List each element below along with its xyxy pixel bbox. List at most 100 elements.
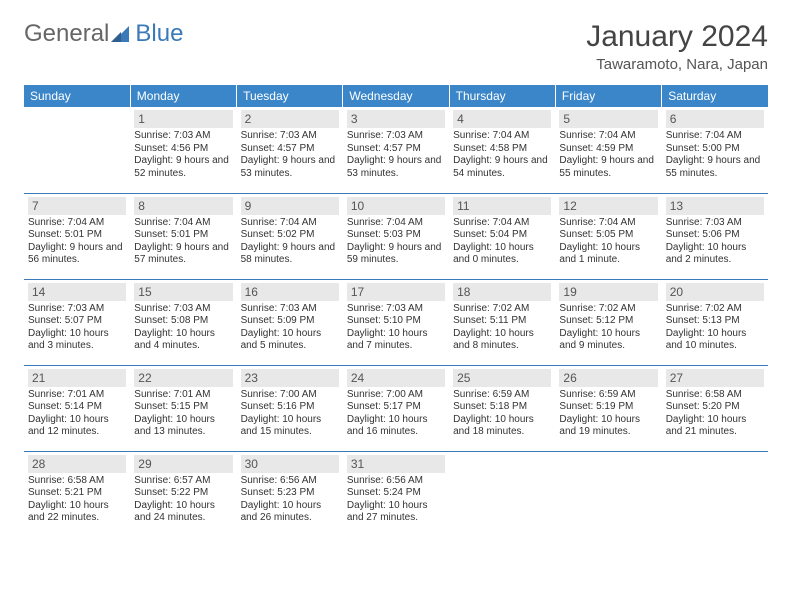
calendar-cell: 25Sunrise: 6:59 AMSunset: 5:18 PMDayligh… <box>449 365 555 451</box>
sunset-text: Sunset: 5:01 PM <box>28 229 126 242</box>
sunrise-text: Sunrise: 7:03 AM <box>347 303 445 316</box>
day-details: Sunrise: 7:03 AMSunset: 5:09 PMDaylight:… <box>241 303 339 353</box>
daylight-text: Daylight: 10 hours and 10 minutes. <box>666 328 764 353</box>
calendar-cell: 18Sunrise: 7:02 AMSunset: 5:11 PMDayligh… <box>449 279 555 365</box>
sunrise-text: Sunrise: 6:56 AM <box>347 475 445 488</box>
sunrise-text: Sunrise: 7:04 AM <box>134 217 232 230</box>
calendar-cell: 8Sunrise: 7:04 AMSunset: 5:01 PMDaylight… <box>130 193 236 279</box>
day-number: 28 <box>28 455 126 473</box>
sunset-text: Sunset: 5:10 PM <box>347 315 445 328</box>
sunset-text: Sunset: 5:15 PM <box>134 401 232 414</box>
sunset-text: Sunset: 5:00 PM <box>666 143 764 156</box>
sunrise-text: Sunrise: 7:03 AM <box>666 217 764 230</box>
day-details: Sunrise: 7:04 AMSunset: 5:01 PMDaylight:… <box>134 217 232 267</box>
sunset-text: Sunset: 5:09 PM <box>241 315 339 328</box>
sunrise-text: Sunrise: 7:04 AM <box>453 217 551 230</box>
sunrise-text: Sunrise: 7:03 AM <box>241 303 339 316</box>
calendar-cell: 9Sunrise: 7:04 AMSunset: 5:02 PMDaylight… <box>237 193 343 279</box>
daylight-text: Daylight: 10 hours and 1 minute. <box>559 242 657 267</box>
daylight-text: Daylight: 10 hours and 4 minutes. <box>134 328 232 353</box>
day-header: Sunday <box>24 85 130 107</box>
day-header-row: Sunday Monday Tuesday Wednesday Thursday… <box>24 85 768 107</box>
daylight-text: Daylight: 10 hours and 24 minutes. <box>134 500 232 525</box>
sunset-text: Sunset: 5:21 PM <box>28 487 126 500</box>
calendar-cell <box>449 451 555 537</box>
day-number: 16 <box>241 283 339 301</box>
sunset-text: Sunset: 5:17 PM <box>347 401 445 414</box>
daylight-text: Daylight: 10 hours and 21 minutes. <box>666 414 764 439</box>
sunrise-text: Sunrise: 7:03 AM <box>241 130 339 143</box>
day-number: 13 <box>666 197 764 215</box>
calendar-cell: 7 Sunrise: 7:04 AMSunset: 5:01 PMDaylight… <box>24 193 130 279</box>
day-details: Sunrise: 7:04 AMSunset: 5:01 PMDaylight:… <box>28 217 126 267</box>
day-number: 5 <box>559 110 657 128</box>
day-number: 29 <box>134 455 232 473</box>
calendar-cell: 31 Sunrise: 6:56 AMSunset: 5:24 PMDayligh… <box>343 451 449 537</box>
sunset-text: Sunset: 4:59 PM <box>559 143 657 156</box>
daylight-text: Daylight: 10 hours and 16 minutes. <box>347 414 445 439</box>
logo-text-1: General <box>24 20 109 48</box>
day-details: Sunrise: 7:03 AMSunset: 5:07 PMDaylight:… <box>28 303 126 353</box>
calendar-week-row: 28 Sunrise: 6:58 AMSunset: 5:21 PMDayligh… <box>24 451 768 537</box>
calendar-cell: 20Sunrise: 7:02 AMSunset: 5:13 PMDayligh… <box>662 279 768 365</box>
calendar-cell <box>555 451 661 537</box>
daylight-text: Daylight: 10 hours and 5 minutes. <box>241 328 339 353</box>
calendar-cell: 11Sunrise: 7:04 AMSunset: 5:04 PMDayligh… <box>449 193 555 279</box>
daylight-text: Daylight: 9 hours and 55 minutes. <box>666 155 764 180</box>
calendar-cell: 6Sunrise: 7:04 AMSunset: 5:00 PMDaylight… <box>662 107 768 193</box>
sunrise-text: Sunrise: 7:02 AM <box>453 303 551 316</box>
calendar-cell: 14Sunrise: 7:03 AMSunset: 5:07 PMDayligh… <box>24 279 130 365</box>
day-details: Sunrise: 7:04 AMSunset: 5:00 PMDaylight:… <box>666 130 764 180</box>
daylight-text: Daylight: 10 hours and 26 minutes. <box>241 500 339 525</box>
day-header: Wednesday <box>343 85 449 107</box>
day-details: Sunrise: 7:04 AMSunset: 4:59 PMDaylight:… <box>559 130 657 180</box>
day-number: 23 <box>241 369 339 387</box>
sunset-text: Sunset: 5:24 PM <box>347 487 445 500</box>
calendar-cell: 13Sunrise: 7:03 AMSunset: 5:06 PMDayligh… <box>662 193 768 279</box>
day-number: 18 <box>453 283 551 301</box>
calendar-cell: 10Sunrise: 7:04 AMSunset: 5:03 PMDayligh… <box>343 193 449 279</box>
day-number: 7 <box>28 197 126 215</box>
location-text: Tawaramoto, Nara, Japan <box>586 56 768 73</box>
daylight-text: Daylight: 9 hours and 53 minutes. <box>241 155 339 180</box>
calendar-cell: 22 Sunrise: 7:01 AMSunset: 5:15 PMDayligh… <box>130 365 236 451</box>
daylight-text: Daylight: 9 hours and 57 minutes. <box>134 242 232 267</box>
sunset-text: Sunset: 5:14 PM <box>28 401 126 414</box>
day-number: 1 <box>134 110 232 128</box>
calendar-cell: 23 Sunrise: 7:00 AMSunset: 5:16 PMDayligh… <box>237 365 343 451</box>
sunset-text: Sunset: 4:57 PM <box>347 143 445 156</box>
day-header: Tuesday <box>237 85 343 107</box>
daylight-text: Daylight: 10 hours and 12 minutes. <box>28 414 126 439</box>
day-details: Sunrise: 7:03 AMSunset: 4:56 PMDaylight:… <box>134 130 232 180</box>
calendar-cell: 21Sunrise: 7:01 AMSunset: 5:14 PMDayligh… <box>24 365 130 451</box>
sunset-text: Sunset: 5:20 PM <box>666 401 764 414</box>
calendar-cell: 26Sunrise: 6:59 AMSunset: 5:19 PMDayligh… <box>555 365 661 451</box>
day-details: Sunrise: 7:01 AMSunset: 5:15 PMDaylight:… <box>134 389 232 439</box>
daylight-text: Daylight: 10 hours and 13 minutes. <box>134 414 232 439</box>
sunset-text: Sunset: 5:05 PM <box>559 229 657 242</box>
day-number: 31 <box>347 455 445 473</box>
sunrise-text: Sunrise: 7:02 AM <box>559 303 657 316</box>
day-number: 19 <box>559 283 657 301</box>
day-details: Sunrise: 7:02 AMSunset: 5:12 PMDaylight:… <box>559 303 657 353</box>
day-number: 20 <box>666 283 764 301</box>
day-details: Sunrise: 7:00 AMSunset: 5:16 PMDaylight:… <box>241 389 339 439</box>
day-header: Friday <box>555 85 661 107</box>
daylight-text: Daylight: 10 hours and 7 minutes. <box>347 328 445 353</box>
sunrise-text: Sunrise: 6:59 AM <box>453 389 551 402</box>
calendar-cell: 30Sunrise: 6:56 AMSunset: 5:23 PMDayligh… <box>237 451 343 537</box>
daylight-text: Daylight: 9 hours and 52 minutes. <box>134 155 232 180</box>
day-details: Sunrise: 6:58 AMSunset: 5:21 PMDaylight:… <box>28 475 126 525</box>
day-header: Saturday <box>662 85 768 107</box>
calendar-cell: 24Sunrise: 7:00 AMSunset: 5:17 PMDayligh… <box>343 365 449 451</box>
sunrise-text: Sunrise: 7:01 AM <box>28 389 126 402</box>
day-details: Sunrise: 7:04 AMSunset: 5:05 PMDaylight:… <box>559 217 657 267</box>
day-header: Thursday <box>449 85 555 107</box>
calendar-cell: 15Sunrise: 7:03 AMSunset: 5:08 PMDayligh… <box>130 279 236 365</box>
day-details: Sunrise: 6:59 AMSunset: 5:18 PMDaylight:… <box>453 389 551 439</box>
daylight-text: Daylight: 10 hours and 27 minutes. <box>347 500 445 525</box>
sunrise-text: Sunrise: 7:04 AM <box>559 130 657 143</box>
sunset-text: Sunset: 5:11 PM <box>453 315 551 328</box>
daylight-text: Daylight: 10 hours and 15 minutes. <box>241 414 339 439</box>
day-number: 22 <box>134 369 232 387</box>
